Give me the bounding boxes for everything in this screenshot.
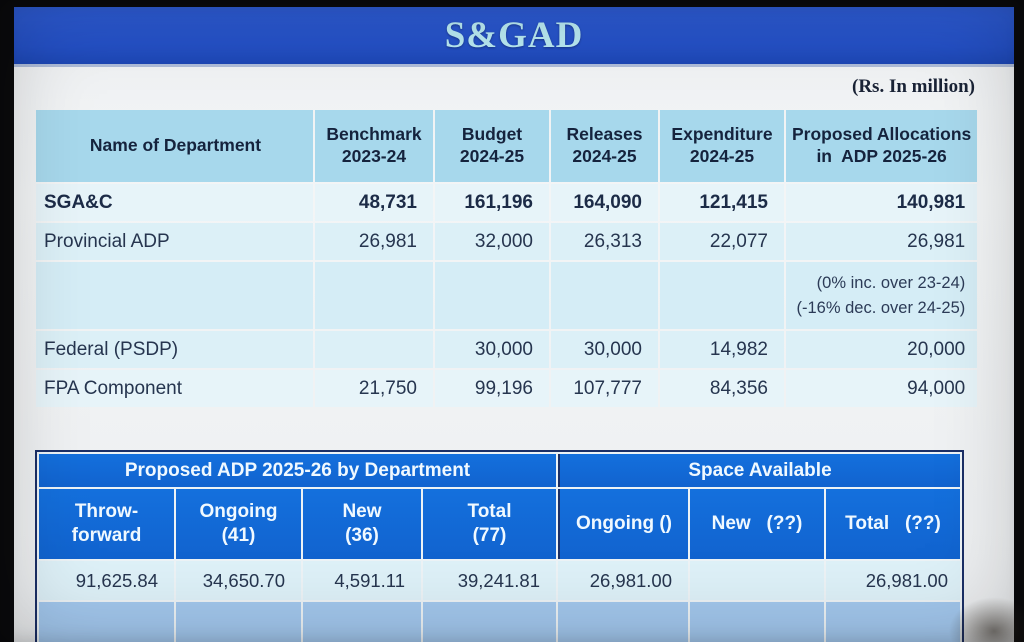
cell: 26,981 xyxy=(358,230,417,252)
adp-summary-table-wrap: Proposed ADP 2025-26 by Department Space… xyxy=(35,450,964,642)
column-header: Benchmark 2023-24 xyxy=(315,110,433,182)
note-line: (-16% dec. over 24-25) xyxy=(796,298,966,317)
cell: 164,090 xyxy=(573,191,642,213)
cell: (0% inc. over 23-24) (-16% dec. over 24-… xyxy=(786,262,977,329)
cell: 107,777 xyxy=(573,377,642,399)
cell xyxy=(558,602,688,642)
cell xyxy=(826,602,960,642)
column-header: Proposed Allocations in ADP 2025-26 xyxy=(786,110,978,182)
column-header: Releases 2024-25 xyxy=(551,110,658,182)
column-header: Budget 2024-25 xyxy=(435,110,549,182)
group-header-row: Proposed ADP 2025-26 by Department Space… xyxy=(39,454,960,487)
cell: 22,077 xyxy=(709,230,768,252)
page-title: S&GAD xyxy=(444,15,584,56)
title-banner: S&GAD xyxy=(14,7,1014,67)
table-row: FPA Component 21,750 99,196 107,777 84,3… xyxy=(36,370,978,407)
column-header: Throw-forward xyxy=(39,489,174,559)
unit-note: (Rs. In million) xyxy=(852,76,975,97)
cell: Provincial ADP xyxy=(44,230,170,252)
group-header: Proposed ADP 2025-26 by Department xyxy=(39,454,556,487)
column-header: New (??) xyxy=(690,489,824,559)
cell: 26,981.00 xyxy=(558,561,688,600)
cell: 84,356 xyxy=(709,377,768,399)
table-row: SGA&C 48,731 161,196 164,090 121,415 140… xyxy=(36,184,978,221)
cell: 30,000 xyxy=(474,338,533,360)
cell: 26,313 xyxy=(583,230,642,252)
table-row: (0% inc. over 23-24) (-16% dec. over 24-… xyxy=(36,262,978,329)
cell xyxy=(690,561,824,600)
cell: 26,981 xyxy=(907,230,966,252)
table-header-row: Name of Department Benchmark 2023-24 Budg… xyxy=(36,110,978,182)
cell xyxy=(423,602,556,642)
column-header: Total (??) xyxy=(826,489,960,559)
cell xyxy=(435,262,549,329)
column-header: Name of Department xyxy=(36,110,313,182)
cell: SGA&C xyxy=(44,191,113,213)
column-header: Total (77) xyxy=(423,489,556,559)
column-header: Expenditure 2024-25 xyxy=(660,110,784,182)
cell xyxy=(176,602,301,642)
column-header-row: Throw-forward Ongoing (41) New (36) Total(… xyxy=(39,489,960,559)
cell xyxy=(39,602,174,642)
cell: 32,000 xyxy=(474,230,533,252)
cell: 99,196 xyxy=(474,377,533,399)
slide: S&GAD (Rs. In million) Name of Departmen… xyxy=(14,7,1014,642)
cell xyxy=(551,262,658,329)
cell: Federal (PSDP) xyxy=(44,338,179,360)
cell: 161,196 xyxy=(464,191,533,213)
group-header: Space Available xyxy=(558,454,960,487)
adp-summary-table: Proposed ADP 2025-26 by Department Space… xyxy=(37,452,962,642)
cell: 39,241.81 xyxy=(423,561,556,600)
cell: 26,981.00 xyxy=(826,561,960,600)
cell xyxy=(315,262,433,329)
column-header: New (36) xyxy=(303,489,421,559)
cell xyxy=(315,331,433,368)
cell: 20,000 xyxy=(907,338,966,360)
column-header: Ongoing () xyxy=(558,489,688,559)
cell: 140,981 xyxy=(896,191,966,213)
cell: 14,982 xyxy=(709,338,768,360)
cell: 48,731 xyxy=(358,191,417,213)
table-row: Provincial ADP 26,981 32,000 26,313 22,0… xyxy=(36,223,978,260)
cell xyxy=(36,262,313,329)
cell: 91,625.84 xyxy=(39,561,174,600)
cell xyxy=(303,602,421,642)
cell: 34,650.70 xyxy=(176,561,301,600)
cell: FPA Component xyxy=(44,377,183,399)
table-row: Federal (PSDP) 30,000 30,000 14,982 20,0… xyxy=(36,331,978,368)
cell: 30,000 xyxy=(583,338,642,360)
budget-table: Name of Department Benchmark 2023-24 Budg… xyxy=(34,108,979,409)
cell: 4,591.11 xyxy=(303,561,421,600)
cell xyxy=(690,602,824,642)
cell: 94,000 xyxy=(907,377,966,399)
cell: 21,750 xyxy=(358,377,417,399)
column-header: Ongoing (41) xyxy=(176,489,301,559)
table-row: 91,625.84 34,650.70 4,591.11 39,241.81 2… xyxy=(39,561,960,600)
table-row xyxy=(39,602,960,642)
note-line: (0% inc. over 23-24) xyxy=(816,273,966,292)
cell xyxy=(660,262,784,329)
cell: 121,415 xyxy=(699,191,768,213)
